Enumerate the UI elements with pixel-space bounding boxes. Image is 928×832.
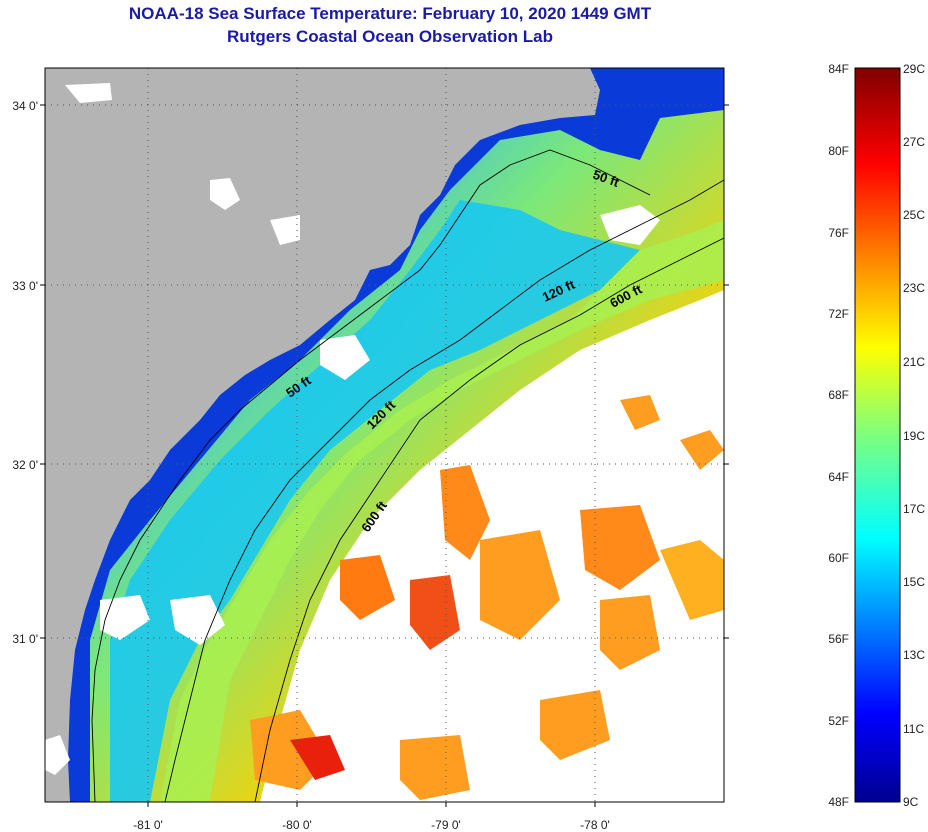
contour-600ft [254,237,724,802]
cyan-band [110,200,640,802]
green-yellow-band [160,220,724,802]
land-mass [45,68,600,802]
lat-label: 34 0' [12,99,38,113]
depth-contours [91,149,724,802]
lat-label: 31 0' [12,632,38,646]
lon-label: -79 0' [431,818,461,832]
chart-title: NOAA-18 Sea Surface Temperature: Februar… [128,4,652,23]
lon-label: -81 0' [133,818,163,832]
contour-50ft [91,149,651,802]
graticule [45,68,724,802]
lat-label: 33 0' [12,279,38,293]
lon-label: -80 0' [282,818,312,832]
contour-120ft [164,179,724,802]
axis-ticks [40,104,729,807]
lat-label: 32 0' [12,458,38,472]
lon-label: -78 0' [580,818,610,832]
map-frame [44,67,725,803]
chart-subtitle: Rutgers Coastal Ocean Observation Lab [227,27,553,46]
